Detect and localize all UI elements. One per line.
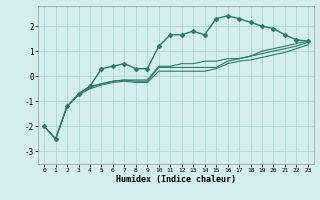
X-axis label: Humidex (Indice chaleur): Humidex (Indice chaleur) xyxy=(116,175,236,184)
